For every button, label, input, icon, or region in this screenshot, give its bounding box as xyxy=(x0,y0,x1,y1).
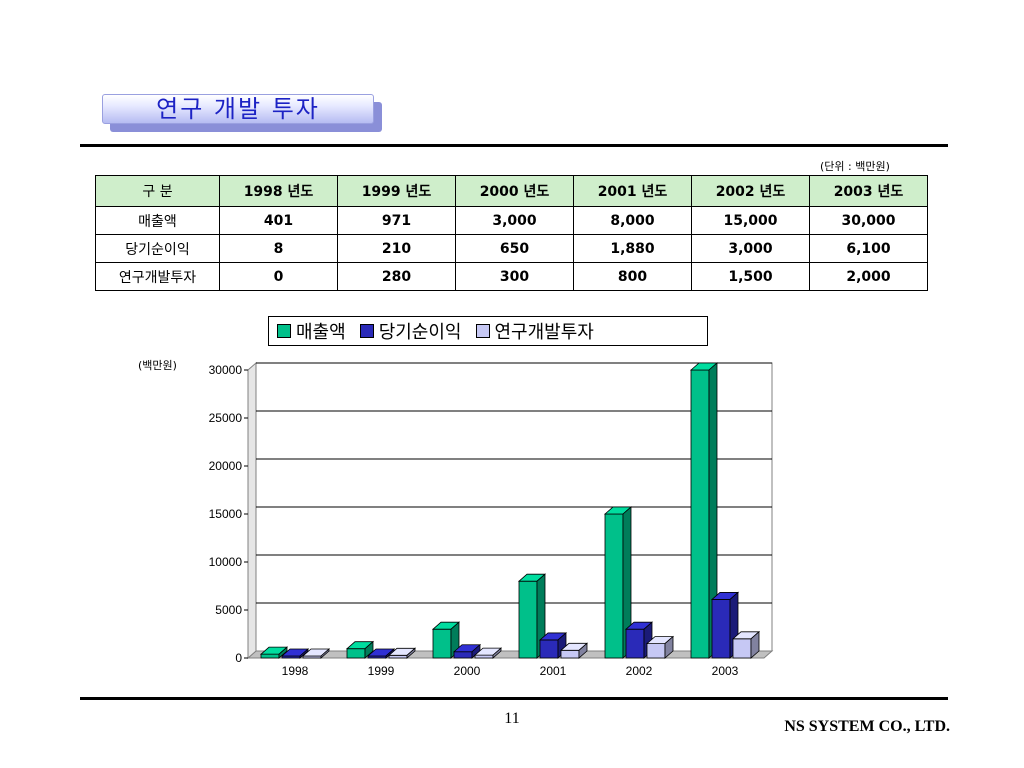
header-cell: 2002 년도 xyxy=(691,175,810,207)
table-cell: 401 xyxy=(219,206,338,235)
bar-front xyxy=(539,639,559,659)
table-row: 매출액 401 971 3,000 8,000 15,000 30,000 xyxy=(95,206,928,235)
legend-item: 당기순이익 xyxy=(359,318,462,344)
bar-side xyxy=(320,648,330,659)
header-cell: 구 분 xyxy=(95,175,220,207)
table-header-row: 구 분 1998 년도 1999 년도 2000 년도 2001 년도 2002… xyxy=(95,175,928,207)
company-name: NS SYSTEM CO., LTD. xyxy=(784,718,950,735)
table-cell: 971 xyxy=(337,206,456,235)
row-label: 연구개발투자 xyxy=(95,262,220,291)
legend-item: 연구개발투자 xyxy=(475,318,594,344)
bar-side xyxy=(406,647,416,659)
header-cell: 2003 년도 xyxy=(809,175,928,207)
legend-swatch-sales xyxy=(277,324,291,338)
table-cell: 280 xyxy=(337,262,456,291)
bar-chart: 0 5000 10000 15000 20000 25000 30000 1998 1999 20… xyxy=(209,361,774,675)
bar-side xyxy=(492,647,502,659)
table-cell: 800 xyxy=(573,262,692,291)
bar-front xyxy=(690,369,710,659)
y-tick-label: 15000 xyxy=(209,507,243,521)
table-cell: 650 xyxy=(455,234,574,263)
x-tick-label: 1998 xyxy=(282,664,309,675)
bar-front xyxy=(453,651,473,659)
header-cell: 1998 년도 xyxy=(219,175,338,207)
plot-side-wall xyxy=(247,361,257,660)
x-tick-label: 2003 xyxy=(712,664,739,675)
legend-swatch-rnd xyxy=(475,324,490,338)
table-cell: 8,000 xyxy=(573,206,692,235)
y-tick-label: 20000 xyxy=(209,459,243,473)
y-tick-label: 5000 xyxy=(215,603,242,617)
table-cell: 300 xyxy=(455,262,574,291)
legend-label: 연구개발투자 xyxy=(494,322,594,343)
bar-front xyxy=(346,648,366,659)
table-cell: 15,000 xyxy=(691,206,810,235)
bar-front xyxy=(732,638,752,659)
table-row: 당기순이익 8 210 650 1,880 3,000 6,100 xyxy=(95,234,928,263)
bar-side xyxy=(664,635,674,659)
table-cell: 210 xyxy=(337,234,456,263)
y-tick-label: 10000 xyxy=(209,555,243,569)
bar-front xyxy=(604,513,624,659)
unit-note: (단위 : 백만원) xyxy=(820,160,890,173)
table-row: 연구개발투자 0 280 300 800 1,500 2,000 xyxy=(95,262,928,291)
slide-title: 연구 개발 투자 xyxy=(156,95,320,123)
top-rule xyxy=(80,144,948,147)
legend-item: 매출액 xyxy=(277,318,346,344)
bar-front xyxy=(388,654,408,659)
table-cell: 8 xyxy=(219,234,338,263)
legend-label: 당기순이익 xyxy=(378,322,462,343)
bar-front xyxy=(432,628,452,659)
y-tick-label: 0 xyxy=(235,651,242,665)
legend-label: 매출액 xyxy=(296,322,346,343)
y-tick-label: 30000 xyxy=(209,363,243,377)
data-table: 구 분 1998 년도 1999 년도 2000 년도 2001 년도 2002… xyxy=(95,175,928,291)
bar-side xyxy=(750,630,760,659)
bar-front xyxy=(260,653,280,659)
table-cell: 2,000 xyxy=(809,262,928,291)
table-cell: 1,880 xyxy=(573,234,692,263)
table-cell: 3,000 xyxy=(691,234,810,263)
bottom-rule xyxy=(80,697,948,700)
bar-side xyxy=(364,640,374,659)
x-tick-label: 2001 xyxy=(540,664,567,675)
header-cell: 1999 년도 xyxy=(337,175,456,207)
bar-side xyxy=(299,648,309,659)
x-tick-label: 1999 xyxy=(368,664,395,675)
bar-front xyxy=(625,628,645,659)
table-cell: 30,000 xyxy=(809,206,928,235)
table-cell: 0 xyxy=(219,262,338,291)
x-tick-label: 2002 xyxy=(626,664,653,675)
table-cell: 6,100 xyxy=(809,234,928,263)
bar-front xyxy=(646,643,666,659)
page-number: 11 xyxy=(504,710,520,727)
header-cell: 2001 년도 xyxy=(573,175,692,207)
title-box xyxy=(102,94,374,124)
row-label: 당기순이익 xyxy=(95,234,220,263)
header-cell: 2000 년도 xyxy=(455,175,574,207)
bar-side xyxy=(578,642,588,659)
table-cell: 1,500 xyxy=(691,262,810,291)
bar-front xyxy=(711,599,731,659)
table-cell: 3,000 xyxy=(455,206,574,235)
title-banner: 연구 개발 투자 xyxy=(102,94,384,134)
bar-front xyxy=(474,654,494,659)
row-label: 매출액 xyxy=(95,206,220,235)
bar-front xyxy=(560,649,580,659)
bar-front xyxy=(518,580,538,659)
y-tick-label: 25000 xyxy=(209,411,243,425)
x-tick-label: 2000 xyxy=(454,664,481,675)
bar-side xyxy=(278,646,288,659)
chart-legend: 매출액 당기순이익 연구개발투자 xyxy=(268,316,708,346)
legend-swatch-net-income xyxy=(359,324,374,338)
y-axis-label: (백만원) xyxy=(138,359,177,372)
